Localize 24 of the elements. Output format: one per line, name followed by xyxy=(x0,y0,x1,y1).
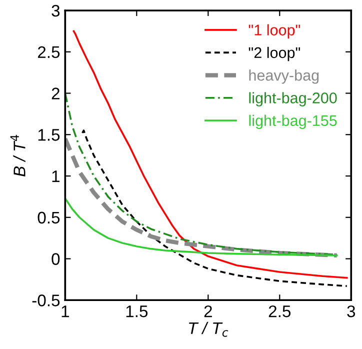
x-tick-label: 2.5 xyxy=(268,305,291,318)
line-series xyxy=(65,136,339,258)
x-tick-label: 3 xyxy=(347,305,356,318)
y-tick-label: 2.5 xyxy=(38,46,60,58)
x-axis-title: T / T$_{c}$ xyxy=(188,322,228,337)
x-tick-label: 2 xyxy=(204,305,212,318)
y-tick-label: 3 xyxy=(52,4,60,17)
y-tick-label: 2 xyxy=(52,88,60,100)
legend-label: light-bag-155 xyxy=(249,114,337,130)
legend-label: light-bag-200 xyxy=(249,92,337,106)
y-tick-label: 1.5 xyxy=(38,129,60,141)
legend-label: "2 loop" xyxy=(248,46,300,62)
y-tick-label: 1 xyxy=(52,170,60,182)
y-tick-label: 0.5 xyxy=(38,212,60,224)
legend-label: heavy-bag xyxy=(249,70,319,84)
y-tick-label: -0.5 xyxy=(32,294,60,306)
line-series xyxy=(81,130,348,287)
x-tick-label: 1 xyxy=(62,306,69,318)
legend-label: "1 loop" xyxy=(248,24,300,38)
line-series xyxy=(65,197,338,256)
y-axis-title: B / T$^{4}$ xyxy=(10,134,26,176)
x-tick-label: 1.5 xyxy=(126,306,148,318)
line-series xyxy=(65,92,338,256)
y-tick-label: 0 xyxy=(52,253,60,265)
